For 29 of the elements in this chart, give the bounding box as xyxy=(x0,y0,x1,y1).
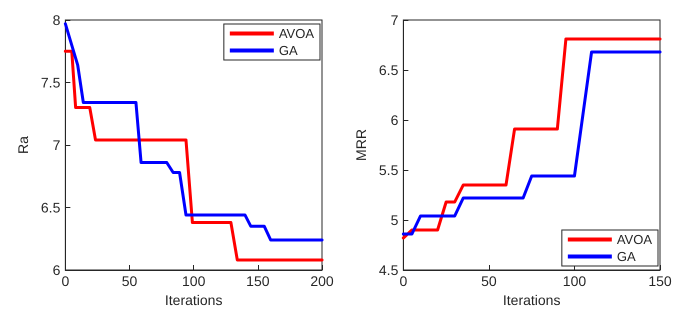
y-tick-label: 6.5 xyxy=(40,200,61,216)
y-tick-label: 6 xyxy=(52,262,61,278)
y-axis-title: Ra xyxy=(15,136,31,154)
legend-label: AVOA xyxy=(616,232,652,247)
y-tick-label: 4.5 xyxy=(378,262,399,278)
x-tick-label: 0 xyxy=(399,273,408,289)
x-axis-title: Iterations xyxy=(164,292,222,308)
x-axis-title: Iterations xyxy=(502,292,560,308)
y-tick-label: 5 xyxy=(390,212,399,228)
y-tick-label: 6 xyxy=(390,112,399,128)
y-tick-label: 7 xyxy=(52,137,61,153)
x-tick-label: 150 xyxy=(246,273,270,289)
y-tick-label: 7 xyxy=(390,12,399,28)
y-tick-label: 8 xyxy=(52,12,61,28)
x-tick-label: 150 xyxy=(648,273,672,289)
y-tick-label: 7.5 xyxy=(40,74,61,90)
y-tick-label: 5.5 xyxy=(378,162,399,178)
x-tick-label: 50 xyxy=(481,273,497,289)
y-tick-label: 6.5 xyxy=(378,62,399,78)
x-tick-label: 0 xyxy=(61,273,70,289)
line-series xyxy=(64,22,324,242)
legend-label: AVOA xyxy=(278,26,314,41)
legend-label: GA xyxy=(616,249,636,264)
x-tick-label: 100 xyxy=(182,273,206,289)
x-tick-label: 200 xyxy=(310,273,334,289)
y-axis-title: MRR xyxy=(353,129,369,161)
legend-label: GA xyxy=(278,43,298,58)
x-tick-label: 100 xyxy=(562,273,586,289)
x-tick-label: 50 xyxy=(122,273,138,289)
